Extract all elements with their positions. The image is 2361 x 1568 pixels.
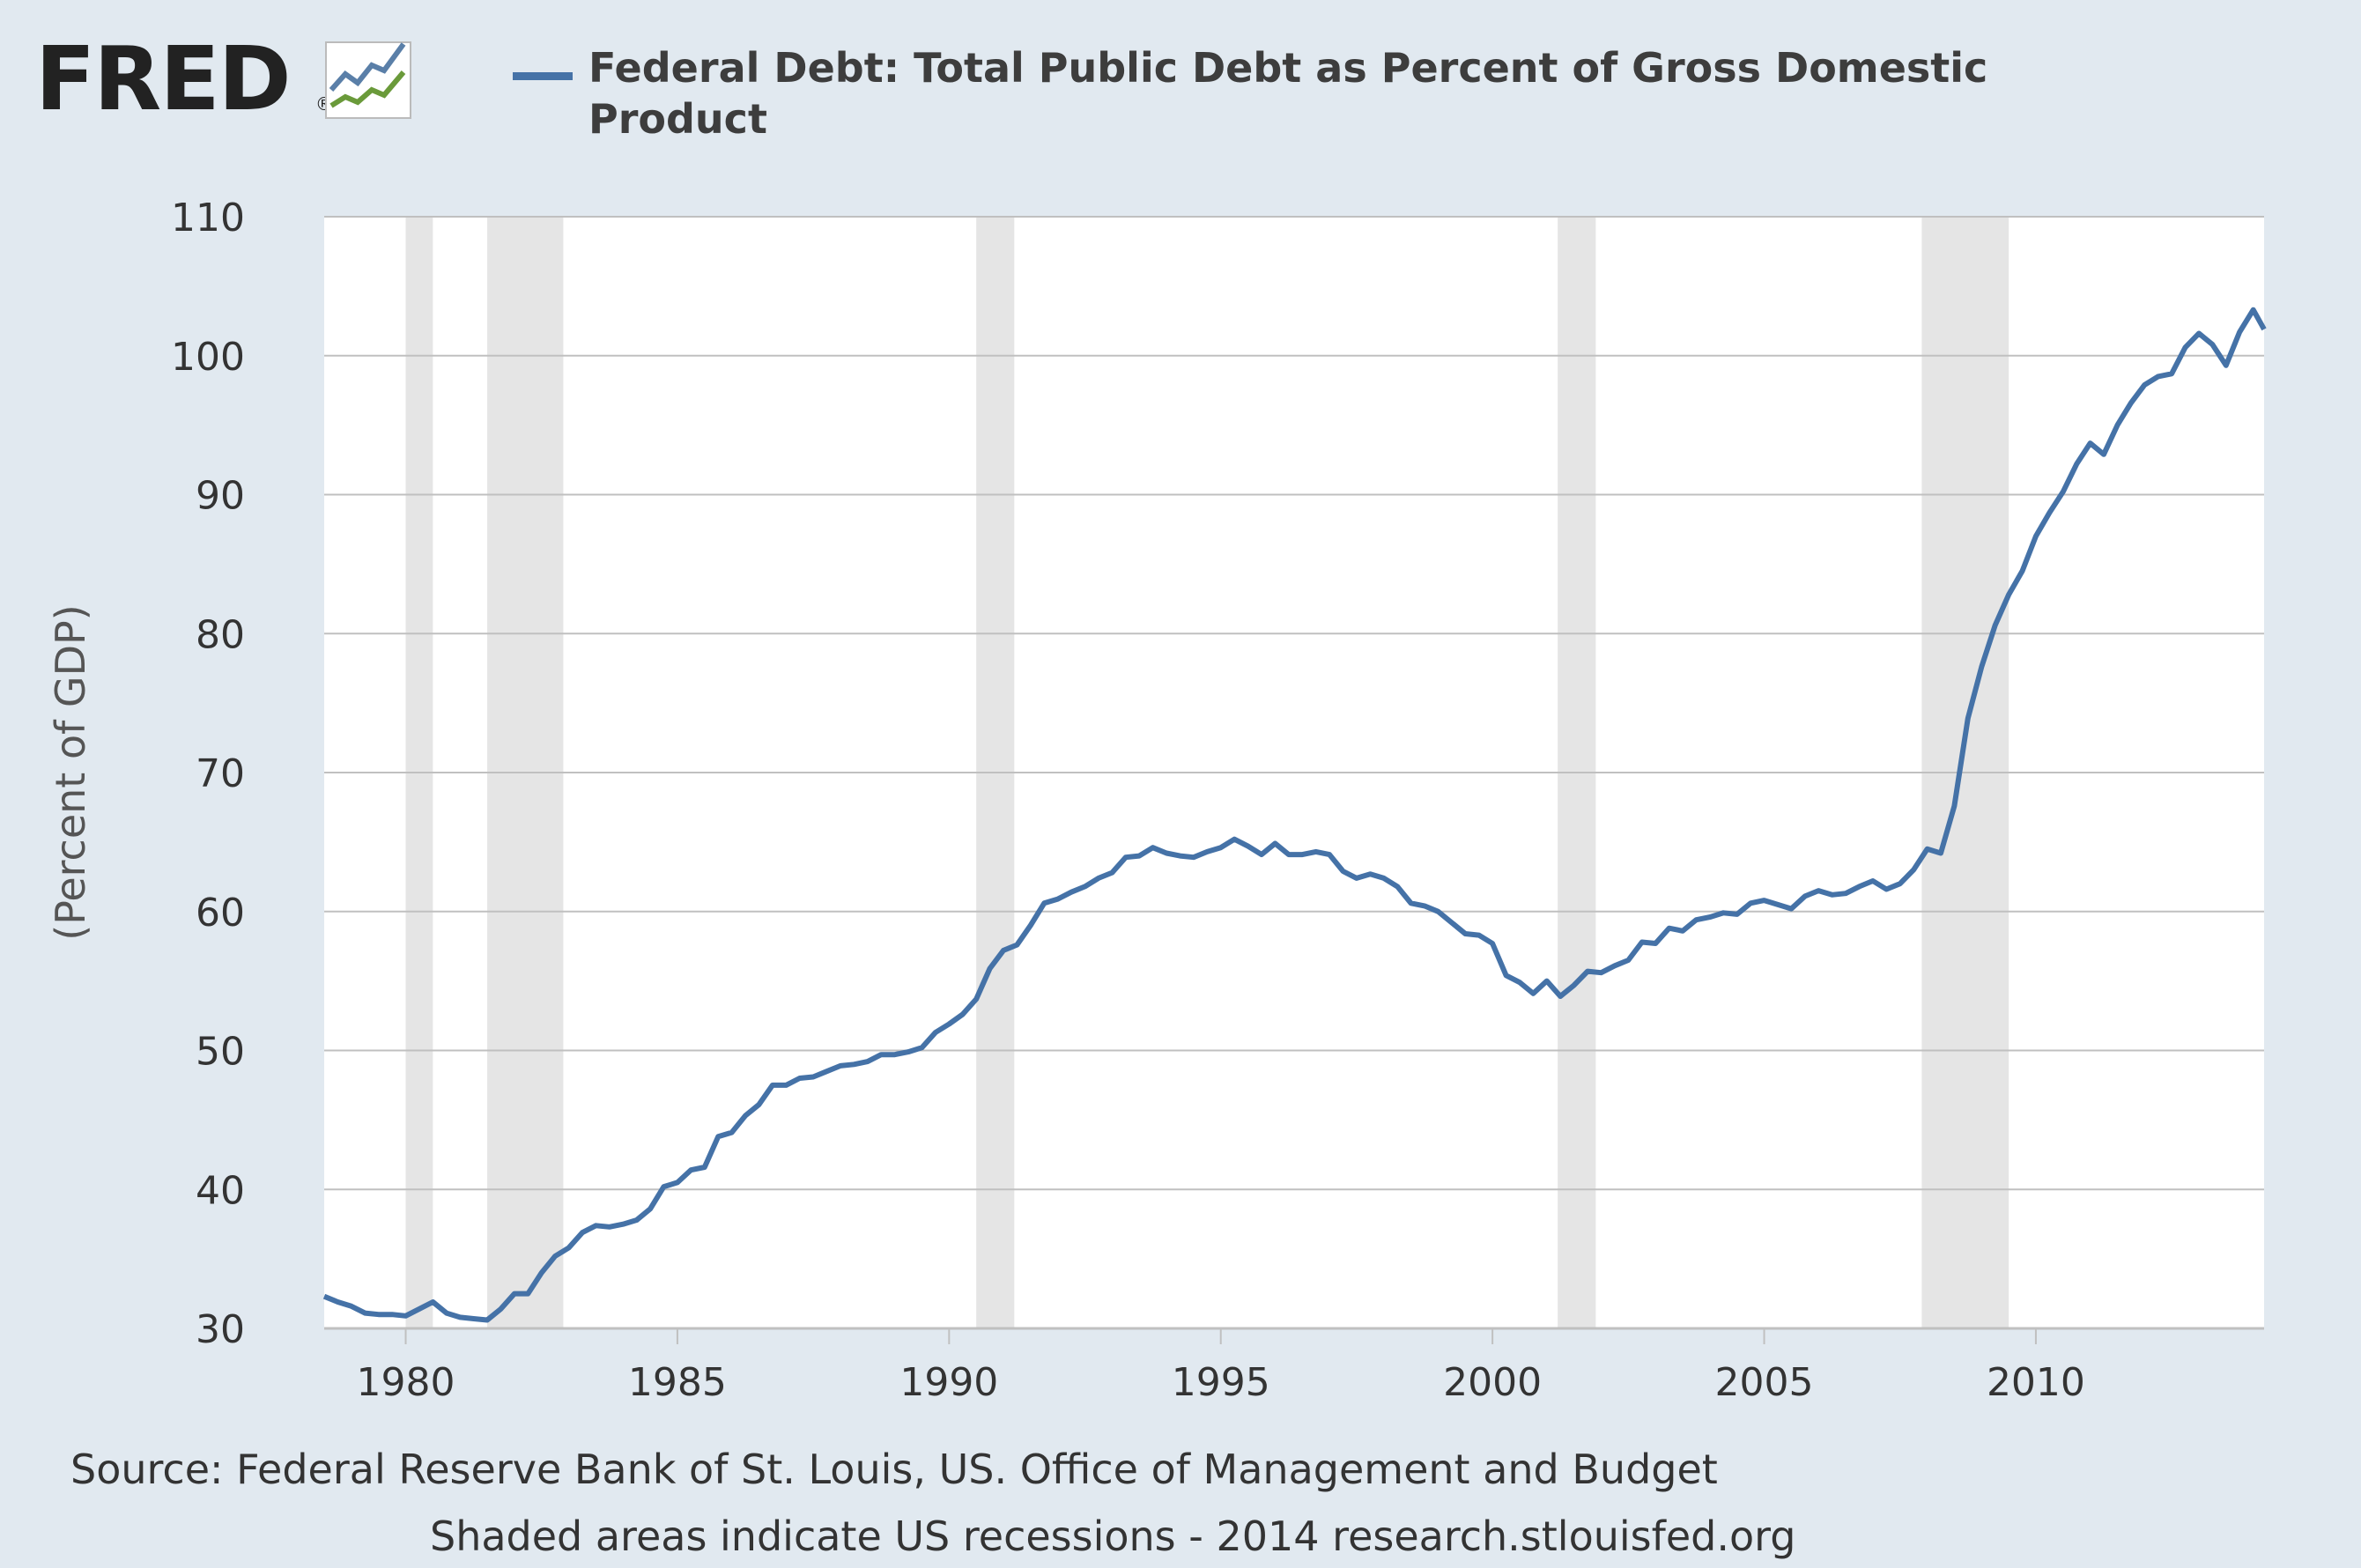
y-tick-label-70: 70	[196, 751, 245, 796]
fred-logo-text: FRED	[35, 27, 292, 130]
y-tick-label-50: 50	[196, 1030, 245, 1075]
x-tick-label-1980: 1980	[357, 1360, 455, 1405]
gridlines	[324, 216, 2264, 1191]
y-axis-label: (Percent of GDP)	[47, 604, 94, 940]
x-tick-label-2010: 2010	[1987, 1360, 2085, 1405]
line-chart: 30 40 50 60 70 80 90 100 110 1980 1985 1990 1995 200…	[47, 196, 2267, 1405]
logo-graph-icon	[325, 41, 411, 119]
y-tick-label-60: 60	[196, 891, 245, 936]
x-tick-label-2000: 2000	[1443, 1360, 1542, 1405]
series-line-federal-debt	[322, 307, 2267, 1323]
x-axis-ticks: 1980 1985 1990 1995 2000 2005 2010	[357, 1328, 2085, 1405]
legend-swatch	[513, 72, 573, 80]
y-axis-ticks: 30 40 50 60 70 80 90 100 110	[171, 196, 245, 1352]
legend-label: Federal Debt: Total Public Debt as Perce…	[588, 44, 1988, 143]
logo-green-line	[329, 70, 406, 108]
y-tick-label-90: 90	[196, 474, 245, 519]
y-tick-label-40: 40	[196, 1168, 245, 1213]
y-tick-label-30: 30	[196, 1307, 245, 1352]
source-note: Source: Federal Reserve Bank of St. Loui…	[70, 1446, 1718, 1493]
y-tick-label-100: 100	[171, 335, 245, 380]
fred-logo: FRED ®	[35, 35, 414, 123]
x-tick-label-1985: 1985	[628, 1360, 727, 1405]
y-tick-label-80: 80	[196, 612, 245, 657]
y-tick-label-110: 110	[171, 196, 245, 240]
recession-note: Shaded areas indicate US recessions - 20…	[430, 1513, 1796, 1560]
x-tick-label-2005: 2005	[1715, 1360, 1814, 1405]
logo-blue-line	[329, 42, 406, 92]
x-tick-label-1995: 1995	[1172, 1360, 1270, 1405]
x-tick-label-1990: 1990	[899, 1360, 998, 1405]
